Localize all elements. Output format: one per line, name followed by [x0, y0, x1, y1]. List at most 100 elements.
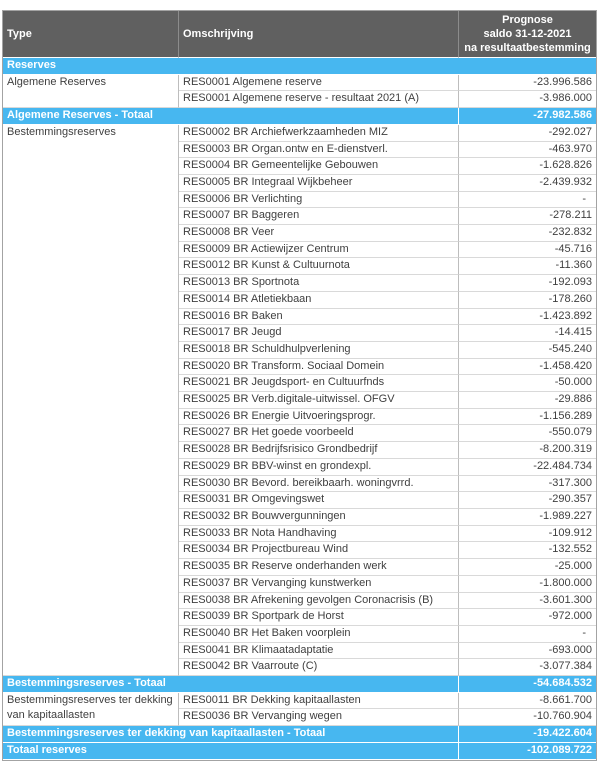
description-cell: RES0030 BR Bevord. bereikbaarh. woningvr…: [179, 475, 459, 493]
value-cell: -278.211: [459, 208, 596, 226]
value-cell: -972.000: [459, 609, 596, 626]
value-cell: -3.601.300: [459, 593, 596, 610]
description-cell: RES0008 BR Veer: [179, 225, 459, 242]
value-cell: -11.360: [459, 258, 596, 276]
table-row: RES0038 BR Afrekening gevolgen Coronacri…: [3, 592, 596, 610]
description-cell: RES0029 BR BBV-winst en grondexpl.: [179, 458, 459, 476]
table-row: RES0012 BR Kunst & Cultuurnota -11.360: [3, 258, 596, 276]
value-cell: -545.240: [459, 342, 596, 359]
value-cell: -192.093: [459, 275, 596, 292]
description-cell: RES0039 BR Sportpark de Horst: [179, 609, 459, 626]
table-row: RES0018 BR Schuldhulpverlening -545.240: [3, 341, 596, 359]
value-cell: -1.800.000: [459, 576, 596, 593]
value-cell: -3.986.000: [459, 91, 596, 109]
table-row: Bestemmingsreserves ter dekking van kapi…: [3, 692, 596, 727]
type-group-cell: Bestemmingsreserves ter dekking van kapi…: [3, 692, 179, 727]
table-row: RES0028 BR Bedrijfsrisico Grondbedrijf -8…: [3, 442, 596, 459]
value-cell: -3.077.384: [459, 659, 596, 677]
type-group-cell: Algemene Reserves: [3, 74, 179, 109]
table-row: RES0035 BR Reserve onderhanden werk -25.0…: [3, 559, 596, 576]
table-row: RES0006 BR Verlichting -: [3, 191, 596, 209]
table-row: RES0033 BR Nota Handhaving -109.912: [3, 525, 596, 543]
value-cell: -2.439.932: [459, 175, 596, 192]
section-band-label: Reserves: [3, 58, 596, 75]
value-cell: -10.760.904: [459, 709, 596, 727]
value-cell: -25.000: [459, 559, 596, 576]
description-cell: RES0007 BR Baggeren: [179, 208, 459, 226]
section-band-row: Reserves: [3, 58, 596, 75]
table-row: RES0004 BR Gemeentelijke Gebouwen -1.628.…: [3, 158, 596, 175]
value-cell: -232.832: [459, 225, 596, 242]
total-label: Algemene Reserves - Totaal: [3, 108, 459, 125]
value-cell: -14.415: [459, 325, 596, 342]
total-label: Totaal reserves: [3, 742, 459, 760]
table-row: RES0036 BR Vervanging wegen -10.760.904: [3, 709, 596, 727]
total-row: Algemene Reserves - Totaal -27.982.586: [3, 108, 596, 125]
total-value: -27.982.586: [459, 108, 596, 125]
value-cell: -290.357: [459, 492, 596, 509]
table-row: RES0029 BR BBV-winst en grondexpl. -22.48…: [3, 458, 596, 476]
value-cell: -1.628.826: [459, 158, 596, 175]
value-cell: -22.484.734: [459, 459, 596, 476]
value-cell: -50.000: [459, 375, 596, 393]
description-cell: RES0028 BR Bedrijfsrisico Grondbedrijf: [179, 442, 459, 459]
table-row: RES0001 Algemene reserve - resultaat 202…: [3, 91, 596, 109]
description-cell: RES0001 Algemene reserve - resultaat 202…: [179, 91, 459, 109]
description-cell: RES0006 BR Verlichting: [179, 191, 459, 209]
value-cell: -29.886: [459, 392, 596, 409]
column-header-prognose-line: saldo 31-12-2021: [483, 28, 572, 40]
table-row: RES0040 BR Het Baken voorplein -: [3, 625, 596, 643]
header-row: Type Omschrijving Prognose saldo 31-12-20…: [3, 11, 596, 58]
value-cell: -463.970: [459, 142, 596, 159]
total-label: Bestemmingsreserves - Totaal: [3, 676, 459, 693]
description-cell: RES0017 BR Jeugd: [179, 325, 459, 342]
value-cell: -178.260: [459, 292, 596, 309]
description-cell: RES0005 BR Integraal Wijkbeheer: [179, 174, 459, 192]
table-row: RES0025 BR Verb.digitale-uitwissel. OFGV…: [3, 392, 596, 409]
description-cell: RES0001 Algemene reserve: [179, 74, 459, 92]
table-row: RES0031 BR Omgevingswet -290.357: [3, 492, 596, 509]
value-cell: -: [459, 192, 596, 209]
value-cell: -693.000: [459, 643, 596, 660]
description-cell: RES0033 BR Nota Handhaving: [179, 525, 459, 543]
description-cell: RES0003 BR Organ.ontw en E-dienstverl.: [179, 141, 459, 159]
value-cell: -550.079: [459, 425, 596, 443]
total-row: Totaal reserves -102.089.722: [3, 742, 596, 760]
value-cell: -1.458.420: [459, 359, 596, 376]
table-row: RES0027 BR Het goede voorbeeld -550.079: [3, 425, 596, 443]
table-row: RES0030 BR Bevord. bereikbaarh. woningvr…: [3, 475, 596, 493]
table-row: RES0003 BR Organ.ontw en E-dienstverl. -4…: [3, 141, 596, 159]
table-row: RES0016 BR Baken -1.423.892: [3, 308, 596, 326]
value-cell: -: [459, 626, 596, 643]
description-cell: RES0038 BR Afrekening gevolgen Coronacri…: [179, 592, 459, 610]
description-cell: RES0037 BR Vervanging kunstwerken: [179, 575, 459, 593]
value-cell: -109.912: [459, 526, 596, 543]
total-value: -19.422.604: [459, 726, 596, 743]
table-row: RES0021 BR Jeugdsport- en Cultuurfnds -50…: [3, 375, 596, 393]
column-header-prognose: Prognose saldo 31-12-2021 na resultaatbest…: [459, 11, 596, 58]
table-header: Type Omschrijving Prognose saldo 31-12-20…: [3, 11, 596, 58]
table-row: RES0032 BR Bouwvergunningen -1.989.227: [3, 508, 596, 526]
description-cell: RES0036 BR Vervanging wegen: [179, 709, 459, 727]
table-row: RES0026 BR Energie Uitvoeringsprogr. -1.1…: [3, 408, 596, 426]
description-cell: RES0009 BR Actiewijzer Centrum: [179, 241, 459, 259]
table-row: Bestemmingsreserves RES0002 BR Archiefwer…: [3, 124, 596, 677]
description-cell: RES0002 BR Archiefwerkzaamheden MIZ: [179, 124, 459, 142]
value-cell: -45.716: [459, 242, 596, 259]
value-cell: -23.996.586: [459, 75, 596, 92]
table-row: RES0037 BR Vervanging kunstwerken -1.800.…: [3, 575, 596, 593]
description-cell: RES0016 BR Baken: [179, 308, 459, 326]
description-cell: RES0013 BR Sportnota: [179, 275, 459, 292]
value-cell: -8.200.319: [459, 442, 596, 459]
value-cell: -1.156.289: [459, 409, 596, 426]
total-value: -102.089.722: [459, 742, 596, 760]
description-cell: RES0042 BR Vaarroute (C): [179, 659, 459, 677]
total-label: Bestemmingsreserves ter dekking van kapi…: [3, 726, 459, 743]
table-row: Algemene Reserves RES0001 Algemene reserv…: [3, 74, 596, 109]
column-header-omschrijving: Omschrijving: [179, 11, 459, 58]
description-cell: RES0014 BR Atletiekbaan: [179, 291, 459, 309]
table-row: RES0014 BR Atletiekbaan -178.260: [3, 291, 596, 309]
table-row: RES0039 BR Sportpark de Horst -972.000: [3, 609, 596, 626]
column-header-prognose-line: na resultaatbestemming: [464, 42, 591, 54]
description-cell: RES0041 BR Klimaatadaptatie: [179, 642, 459, 660]
